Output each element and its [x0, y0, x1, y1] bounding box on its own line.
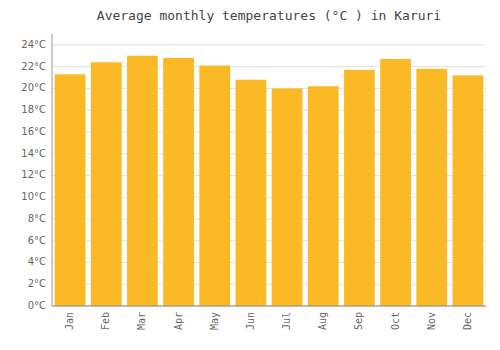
- chart-container: 0°C 2°C 4°C 6°C 8°C 10°C 12°C 14°C 16°C 18°C 20°C 2…: [0, 0, 500, 350]
- title: Average monthly temperatures (°C ) in Ka…: [97, 8, 441, 23]
- y-tick-label: 20°C: [21, 82, 46, 93]
- y-tick-label: 4°C: [28, 256, 46, 267]
- chart: 0°C 2°C 4°C 6°C 8°C 10°C 12°C 14°C 16°C 18°C 20°C 2…: [0, 0, 500, 350]
- bar: [453, 75, 484, 306]
- bar: [127, 56, 158, 306]
- x-tick-label: Aug: [317, 312, 328, 330]
- bar: [163, 58, 194, 306]
- bar: [91, 62, 122, 306]
- x-tick-label: Nov: [426, 312, 437, 330]
- x-tick-label: Jul: [281, 312, 292, 330]
- y-tick-label: 22°C: [21, 61, 46, 72]
- bar: [199, 66, 230, 306]
- bar: [272, 88, 303, 306]
- y-tick-label: 2°C: [28, 278, 46, 289]
- x-tick-label: Mar: [136, 312, 147, 330]
- bar: [55, 74, 86, 306]
- y-tick-label: 24°C: [21, 39, 46, 50]
- grid-line: [52, 44, 486, 45]
- y-tick-label: 10°C: [21, 191, 46, 202]
- bar: [236, 80, 267, 306]
- grid-line: [52, 306, 486, 307]
- x-tick-label: May: [209, 312, 220, 330]
- x-tick-label: Feb: [100, 312, 111, 330]
- x-tick-label: Oct: [390, 312, 401, 330]
- y-axis-line: [52, 34, 53, 306]
- y-tick-label: 8°C: [28, 213, 46, 224]
- bar: [380, 59, 411, 306]
- x-tick-label: Apr: [173, 312, 184, 330]
- y-tick-label: 16°C: [21, 126, 46, 137]
- x-axis-line: [52, 306, 486, 307]
- y-tick-label: 12°C: [21, 169, 46, 180]
- grid: [52, 45, 486, 306]
- y-tick-label: 0°C: [28, 300, 46, 311]
- x-tick-label: Dec: [462, 312, 473, 330]
- y-tick-label: 18°C: [21, 104, 46, 115]
- bar: [344, 70, 375, 306]
- y-tick-label: 6°C: [28, 235, 46, 246]
- x-tick-label: Jan: [64, 312, 75, 330]
- x-tick-label: Jun: [245, 312, 256, 330]
- x-tick-label: Sep: [353, 312, 364, 330]
- bar: [308, 86, 339, 306]
- bar: [416, 69, 447, 306]
- y-tick-label: 14°C: [21, 148, 46, 159]
- bars: [55, 56, 484, 306]
